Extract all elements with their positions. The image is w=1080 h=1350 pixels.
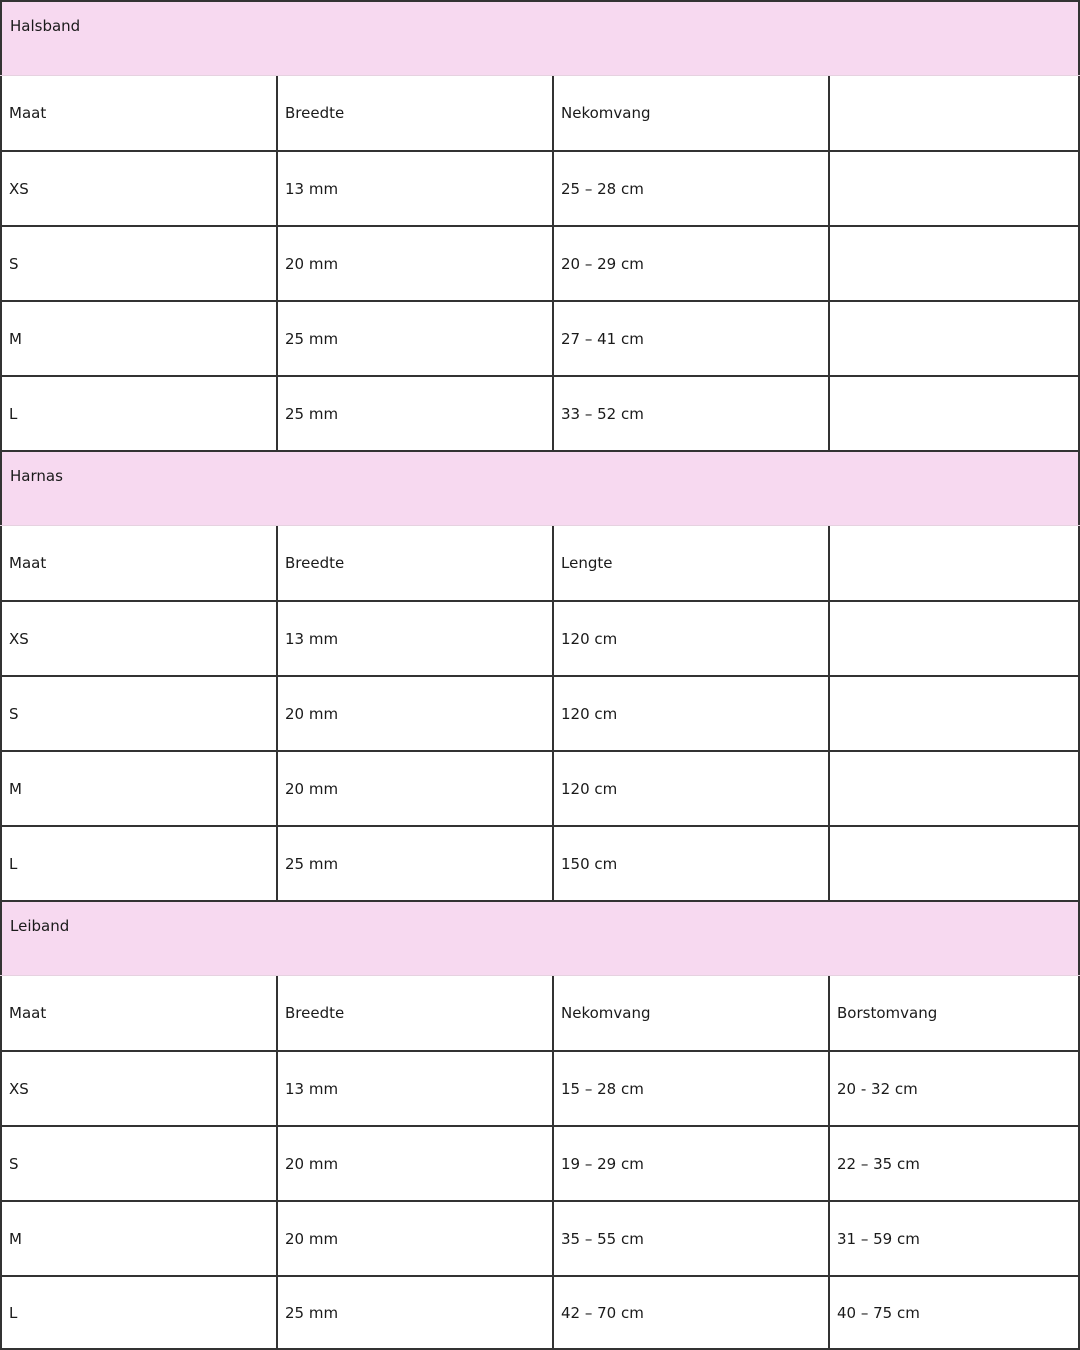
column-header: Maat	[0, 76, 276, 150]
table-cell: XS	[0, 1052, 276, 1125]
table-cell	[828, 152, 1080, 225]
column-header: Borstomvang	[828, 976, 1080, 1050]
table-row: S 20 mm 19 – 29 cm 22 – 35 cm	[0, 1125, 1080, 1200]
table-cell: XS	[0, 152, 276, 225]
table-cell: 20 mm	[276, 1127, 552, 1200]
table-cell: S	[0, 1127, 276, 1200]
table-cell: L	[0, 1277, 276, 1348]
table-cell: M	[0, 1202, 276, 1275]
header-row: Maat Breedte Nekomvang Borstomvang	[0, 975, 1080, 1050]
section-title: Harnas	[0, 450, 1080, 525]
table-row: M 25 mm 27 – 41 cm	[0, 300, 1080, 375]
section-title: Halsband	[0, 0, 1080, 75]
table-row: S 20 mm 20 – 29 cm	[0, 225, 1080, 300]
table-cell: 31 – 59 cm	[828, 1202, 1080, 1275]
table-cell: 20 – 29 cm	[552, 227, 828, 300]
table-cell: 25 mm	[276, 377, 552, 450]
table-cell	[828, 827, 1080, 900]
table-cell: M	[0, 302, 276, 375]
table-cell	[828, 227, 1080, 300]
table-cell: 42 – 70 cm	[552, 1277, 828, 1348]
table-cell	[828, 302, 1080, 375]
table-row: L 25 mm 150 cm	[0, 825, 1080, 900]
table-cell: 13 mm	[276, 1052, 552, 1125]
table-cell: 20 mm	[276, 227, 552, 300]
table-cell: 35 – 55 cm	[552, 1202, 828, 1275]
table-cell: 13 mm	[276, 602, 552, 675]
table-cell	[828, 752, 1080, 825]
column-header: Maat	[0, 526, 276, 600]
table-cell: S	[0, 677, 276, 750]
table-cell: 120 cm	[552, 752, 828, 825]
column-header: Breedte	[276, 526, 552, 600]
column-header: Breedte	[276, 76, 552, 150]
section-title: Leiband	[0, 900, 1080, 975]
table-cell	[828, 377, 1080, 450]
column-header: Lengte	[552, 526, 828, 600]
table-cell	[828, 602, 1080, 675]
table-cell: 25 mm	[276, 302, 552, 375]
table-row: S 20 mm 120 cm	[0, 675, 1080, 750]
table-row: M 20 mm 35 – 55 cm 31 – 59 cm	[0, 1200, 1080, 1275]
table-cell: 27 – 41 cm	[552, 302, 828, 375]
table-cell: 120 cm	[552, 677, 828, 750]
table-cell: L	[0, 377, 276, 450]
table-cell: 13 mm	[276, 152, 552, 225]
table-cell: 20 - 32 cm	[828, 1052, 1080, 1125]
column-header: Breedte	[276, 976, 552, 1050]
column-header	[828, 76, 1080, 150]
column-header: Nekomvang	[552, 76, 828, 150]
table-cell: 150 cm	[552, 827, 828, 900]
column-header: Maat	[0, 976, 276, 1050]
header-row: Maat Breedte Nekomvang	[0, 75, 1080, 150]
table-cell: 25 mm	[276, 827, 552, 900]
table-cell: 40 – 75 cm	[828, 1277, 1080, 1348]
table-cell: 19 – 29 cm	[552, 1127, 828, 1200]
table-cell: 20 mm	[276, 677, 552, 750]
column-header	[828, 526, 1080, 600]
table-cell: 120 cm	[552, 602, 828, 675]
table-row: XS 13 mm 120 cm	[0, 600, 1080, 675]
table-cell: 15 – 28 cm	[552, 1052, 828, 1125]
table-cell: 20 mm	[276, 752, 552, 825]
table-cell: L	[0, 827, 276, 900]
table-cell: 22 – 35 cm	[828, 1127, 1080, 1200]
table-row: XS 13 mm 15 – 28 cm 20 - 32 cm	[0, 1050, 1080, 1125]
column-header: Nekomvang	[552, 976, 828, 1050]
table-row: L 25 mm 42 – 70 cm 40 – 75 cm	[0, 1275, 1080, 1350]
table-cell: XS	[0, 602, 276, 675]
table-row: M 20 mm 120 cm	[0, 750, 1080, 825]
table-cell	[828, 677, 1080, 750]
table-cell: 25 – 28 cm	[552, 152, 828, 225]
table-cell: M	[0, 752, 276, 825]
header-row: Maat Breedte Lengte	[0, 525, 1080, 600]
table-cell: S	[0, 227, 276, 300]
table-row: L 25 mm 33 – 52 cm	[0, 375, 1080, 450]
table-cell: 25 mm	[276, 1277, 552, 1348]
table-cell: 33 – 52 cm	[552, 377, 828, 450]
table-cell: 20 mm	[276, 1202, 552, 1275]
table-row: XS 13 mm 25 – 28 cm	[0, 150, 1080, 225]
